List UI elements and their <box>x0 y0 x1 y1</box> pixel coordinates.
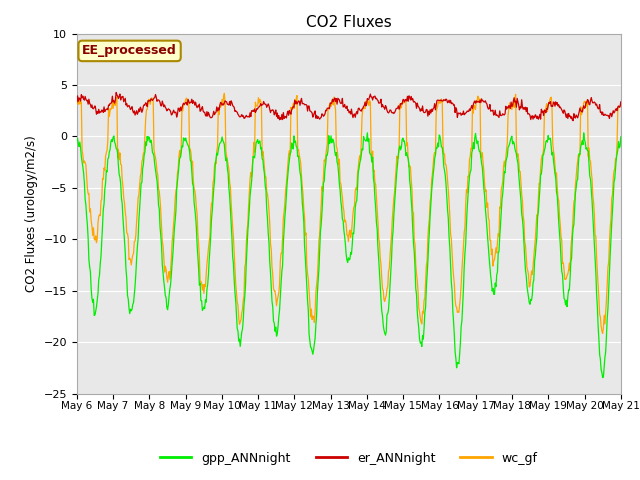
Y-axis label: CO2 Fluxes (urology/m2/s): CO2 Fluxes (urology/m2/s) <box>25 135 38 292</box>
Text: EE_processed: EE_processed <box>82 44 177 58</box>
Title: CO2 Fluxes: CO2 Fluxes <box>306 15 392 30</box>
Legend: gpp_ANNnight, er_ANNnight, wc_gf: gpp_ANNnight, er_ANNnight, wc_gf <box>155 447 543 469</box>
